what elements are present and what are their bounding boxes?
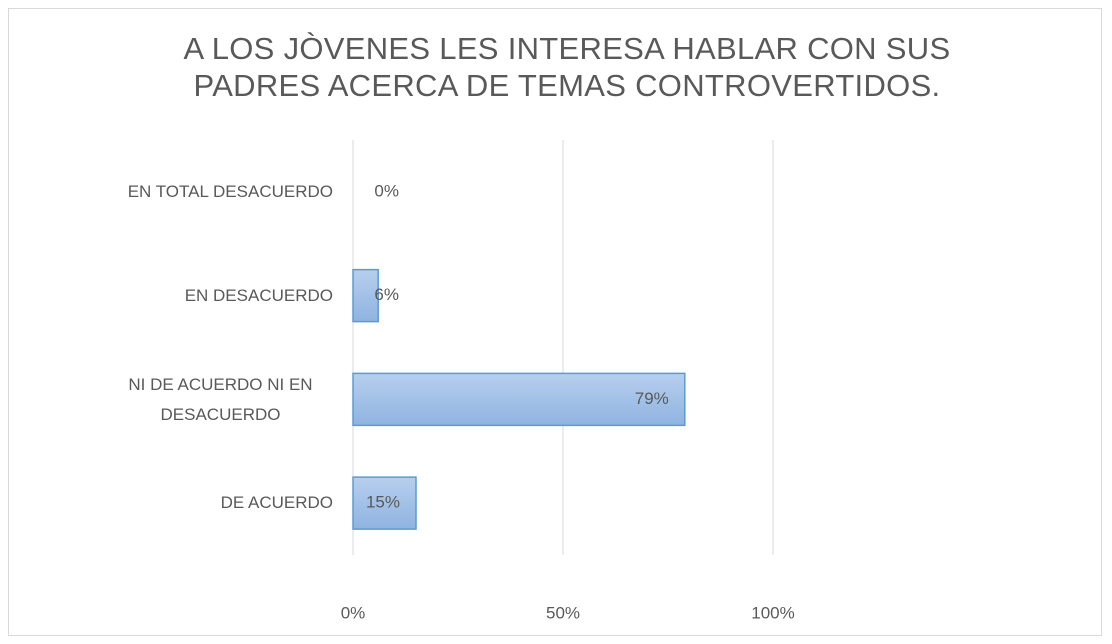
y-tick-label-box: EN DESACUERDO xyxy=(185,244,333,348)
bar xyxy=(352,268,379,323)
data-label: 6% xyxy=(374,285,399,304)
y-tick-label-box: DE ACUERDO xyxy=(221,451,333,555)
x-tick-label: 100% xyxy=(751,603,794,622)
chart-frame xyxy=(8,8,1102,636)
bar xyxy=(352,372,686,427)
y-tick-label: EN TOTAL DESACUERDO xyxy=(127,182,333,201)
y-tick-label-box: NI DE ACUERDO NI EN DESACUERDO xyxy=(108,348,333,452)
bar xyxy=(352,476,417,530)
y-tick-label: NI DE ACUERDO NI EN DESACUERDO xyxy=(128,374,313,424)
chart-title: A LOS JÒVENES LES INTERESA HABLAR CON SU… xyxy=(183,31,951,103)
y-tick-label: EN DESACUERDO xyxy=(184,285,333,305)
y-tick-label-box: EN TOTAL DESACUERDO xyxy=(128,140,333,244)
x-tick-label: 50% xyxy=(546,603,580,622)
data-label: 79% xyxy=(635,389,669,408)
x-tick-label: 0% xyxy=(341,603,366,622)
data-label: 15% xyxy=(366,493,400,512)
data-label: 0% xyxy=(374,181,399,200)
y-tick-label: DE ACUERDO xyxy=(220,493,333,513)
